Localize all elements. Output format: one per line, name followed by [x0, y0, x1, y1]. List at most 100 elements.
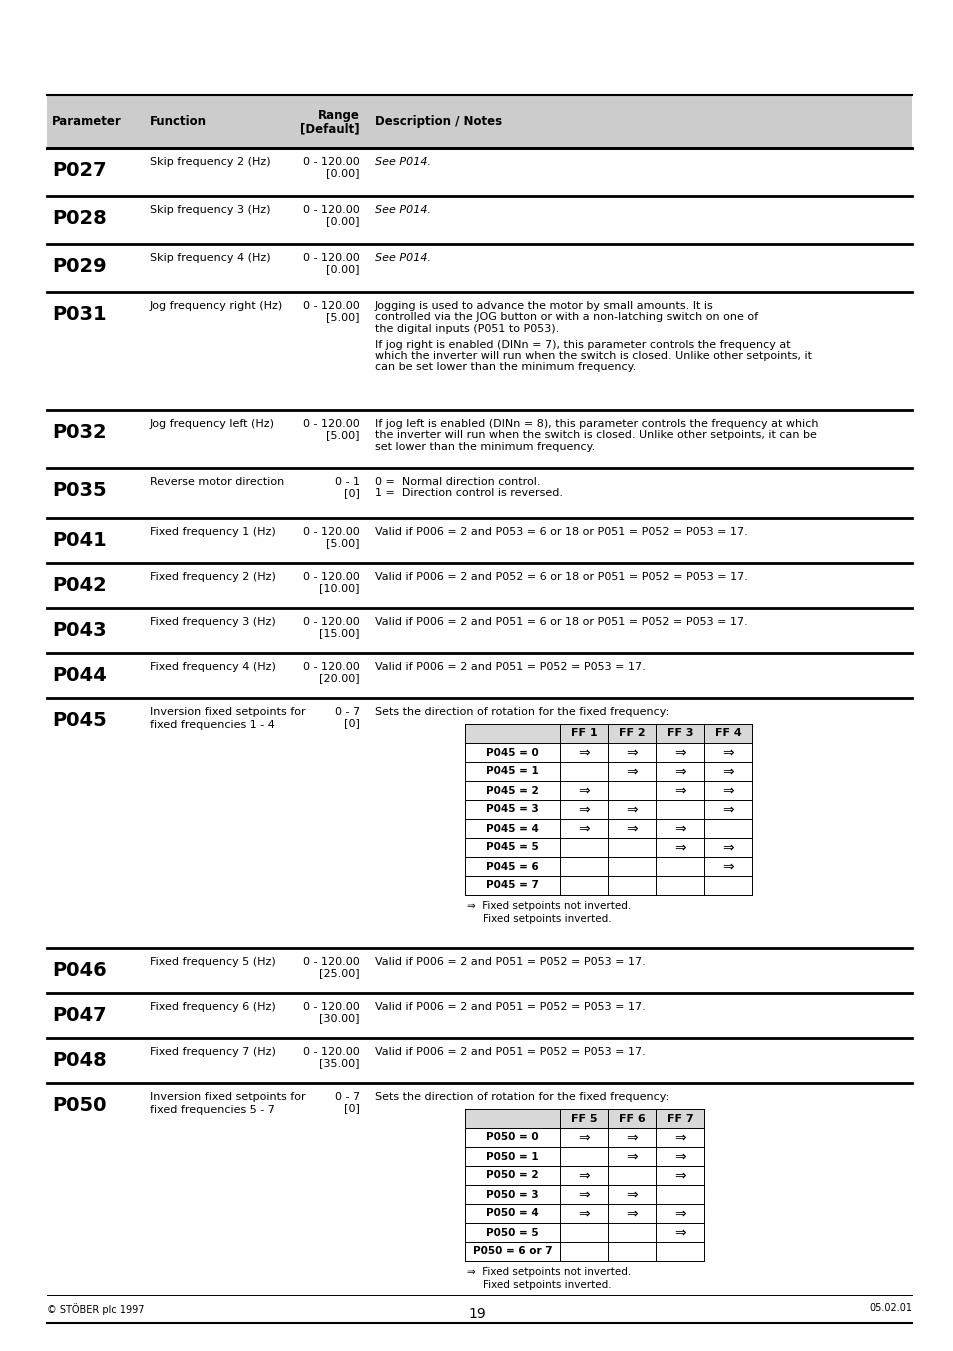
Text: ⇒: ⇒	[721, 746, 733, 759]
Text: 0 - 120.00: 0 - 120.00	[303, 527, 359, 536]
Text: the digital inputs (P051 to P053).: the digital inputs (P051 to P053).	[375, 324, 558, 334]
Text: ⇒: ⇒	[625, 765, 638, 778]
Text: [35.00]: [35.00]	[319, 1058, 359, 1069]
Text: P050: P050	[52, 1096, 107, 1115]
Text: Fixed setpoints inverted.: Fixed setpoints inverted.	[482, 1279, 611, 1290]
Text: Sets the direction of rotation for the fixed frequency:: Sets the direction of rotation for the f…	[375, 1092, 669, 1102]
Text: [0]: [0]	[344, 1102, 359, 1113]
Text: [5.00]: [5.00]	[326, 430, 359, 440]
Text: [20.00]: [20.00]	[319, 673, 359, 684]
Bar	[464, 1223, 703, 1242]
Text: fixed frequencies 5 - 7: fixed frequencies 5 - 7	[150, 1105, 274, 1115]
Text: ⇒: ⇒	[674, 1131, 685, 1144]
Text: ⇒: ⇒	[625, 802, 638, 816]
Text: Parameter: Parameter	[52, 115, 122, 128]
Text: Fixed frequency 3 (Hz): Fixed frequency 3 (Hz)	[150, 617, 275, 627]
Text: P050 = 5: P050 = 5	[486, 1228, 538, 1238]
Text: ⇒: ⇒	[578, 1206, 589, 1220]
Text: Fixed frequency 2 (Hz): Fixed frequency 2 (Hz)	[150, 571, 275, 582]
Text: P045 = 1: P045 = 1	[486, 766, 538, 777]
Text: ⇒  Fixed setpoints not inverted.: ⇒ Fixed setpoints not inverted.	[467, 1267, 631, 1277]
Bar	[47, 95, 911, 149]
Text: [0]: [0]	[344, 717, 359, 728]
Text: P045 = 3: P045 = 3	[486, 804, 538, 815]
Text: P045 = 6: P045 = 6	[486, 862, 538, 871]
Text: P050 = 0: P050 = 0	[486, 1132, 538, 1143]
Text: 0 - 7: 0 - 7	[335, 707, 359, 717]
Text: FF 3: FF 3	[666, 728, 693, 739]
Text: Inversion fixed setpoints for: Inversion fixed setpoints for	[150, 707, 305, 717]
Text: ⇒: ⇒	[674, 746, 685, 759]
Text: 0 - 120.00: 0 - 120.00	[303, 157, 359, 168]
Text: ⇒: ⇒	[625, 1206, 638, 1220]
Text: Description / Notes: Description / Notes	[375, 115, 501, 128]
Text: [0.00]: [0.00]	[326, 263, 359, 274]
Bar	[464, 875, 751, 894]
Text: Valid if P006 = 2 and P051 = P052 = P053 = 17.: Valid if P006 = 2 and P051 = P052 = P053…	[375, 1002, 645, 1012]
Text: can be set lower than the minimum frequency.: can be set lower than the minimum freque…	[375, 362, 636, 373]
Bar	[464, 1147, 703, 1166]
Text: ⇒: ⇒	[625, 1131, 638, 1144]
Text: ⇒: ⇒	[721, 802, 733, 816]
Text: Valid if P006 = 2 and P051 = 6 or 18 or P051 = P052 = P053 = 17.: Valid if P006 = 2 and P051 = 6 or 18 or …	[375, 617, 747, 627]
Text: Skip frequency 3 (Hz): Skip frequency 3 (Hz)	[150, 205, 271, 215]
Bar	[464, 724, 751, 743]
Text: [5.00]: [5.00]	[326, 538, 359, 549]
Text: [0]: [0]	[344, 488, 359, 499]
Text: P048: P048	[52, 1051, 107, 1070]
Text: If jog right is enabled (DINn = 7), this parameter controls the frequency at: If jog right is enabled (DINn = 7), this…	[375, 339, 790, 350]
Text: © STÖBER plc 1997: © STÖBER plc 1997	[47, 1302, 144, 1315]
Text: See P014.: See P014.	[375, 205, 431, 215]
Bar	[464, 1166, 703, 1185]
Text: P029: P029	[52, 257, 107, 276]
Text: Fixed setpoints inverted.: Fixed setpoints inverted.	[482, 915, 611, 924]
Text: P042: P042	[52, 576, 107, 594]
Text: ⇒: ⇒	[578, 802, 589, 816]
Text: 0 =  Normal direction control.: 0 = Normal direction control.	[375, 477, 540, 486]
Text: [0.00]: [0.00]	[326, 168, 359, 178]
Text: P044: P044	[52, 666, 107, 685]
Text: Skip frequency 2 (Hz): Skip frequency 2 (Hz)	[150, 157, 271, 168]
Text: 0 - 120.00: 0 - 120.00	[303, 1047, 359, 1056]
Text: [0.00]: [0.00]	[326, 216, 359, 226]
Text: controlled via the JOG button or with a non-latching switch on one of: controlled via the JOG button or with a …	[375, 312, 758, 323]
Text: 0 - 120.00: 0 - 120.00	[303, 301, 359, 311]
Text: ⇒: ⇒	[674, 840, 685, 854]
Text: P050 = 4: P050 = 4	[486, 1209, 538, 1219]
Text: Reverse motor direction: Reverse motor direction	[150, 477, 284, 486]
Bar	[464, 762, 751, 781]
Text: ⇒: ⇒	[625, 821, 638, 835]
Text: Valid if P006 = 2 and P051 = P052 = P053 = 17.: Valid if P006 = 2 and P051 = P052 = P053…	[375, 662, 645, 671]
Text: which the inverter will run when the switch is closed. Unlike other setpoints, i: which the inverter will run when the swi…	[375, 351, 811, 361]
Bar	[464, 781, 751, 800]
Text: ⇒: ⇒	[674, 765, 685, 778]
Text: ⇒: ⇒	[625, 1188, 638, 1201]
Text: 0 - 120.00: 0 - 120.00	[303, 957, 359, 967]
Text: 0 - 120.00: 0 - 120.00	[303, 571, 359, 582]
Text: ⇒: ⇒	[674, 1206, 685, 1220]
Text: Valid if P006 = 2 and P052 = 6 or 18 or P051 = P052 = P053 = 17.: Valid if P006 = 2 and P052 = 6 or 18 or …	[375, 571, 747, 582]
Text: ⇒: ⇒	[721, 765, 733, 778]
Text: Fixed frequency 7 (Hz): Fixed frequency 7 (Hz)	[150, 1047, 275, 1056]
Text: Function: Function	[150, 115, 207, 128]
Text: Jogging is used to advance the motor by small amounts. It is: Jogging is used to advance the motor by …	[375, 301, 713, 311]
Text: [25.00]: [25.00]	[319, 969, 359, 978]
Text: ⇒: ⇒	[578, 784, 589, 797]
Text: ⇒: ⇒	[578, 746, 589, 759]
Text: Valid if P006 = 2 and P051 = P052 = P053 = 17.: Valid if P006 = 2 and P051 = P052 = P053…	[375, 1047, 645, 1056]
Text: ⇒: ⇒	[578, 1131, 589, 1144]
Text: P045 = 5: P045 = 5	[486, 843, 538, 852]
Text: P050 = 2: P050 = 2	[486, 1170, 538, 1181]
Text: [15.00]: [15.00]	[319, 628, 359, 638]
Text: [30.00]: [30.00]	[319, 1013, 359, 1023]
Bar	[464, 1128, 703, 1147]
Text: P050 = 3: P050 = 3	[486, 1189, 538, 1200]
Text: Skip frequency 4 (Hz): Skip frequency 4 (Hz)	[150, 253, 271, 263]
Text: 0 - 120.00: 0 - 120.00	[303, 205, 359, 215]
Text: P050 = 1: P050 = 1	[486, 1151, 538, 1162]
Bar	[464, 819, 751, 838]
Text: Jog frequency right (Hz): Jog frequency right (Hz)	[150, 301, 283, 311]
Text: ⇒: ⇒	[674, 784, 685, 797]
Text: P047: P047	[52, 1006, 107, 1025]
Text: FF 5: FF 5	[570, 1113, 597, 1124]
